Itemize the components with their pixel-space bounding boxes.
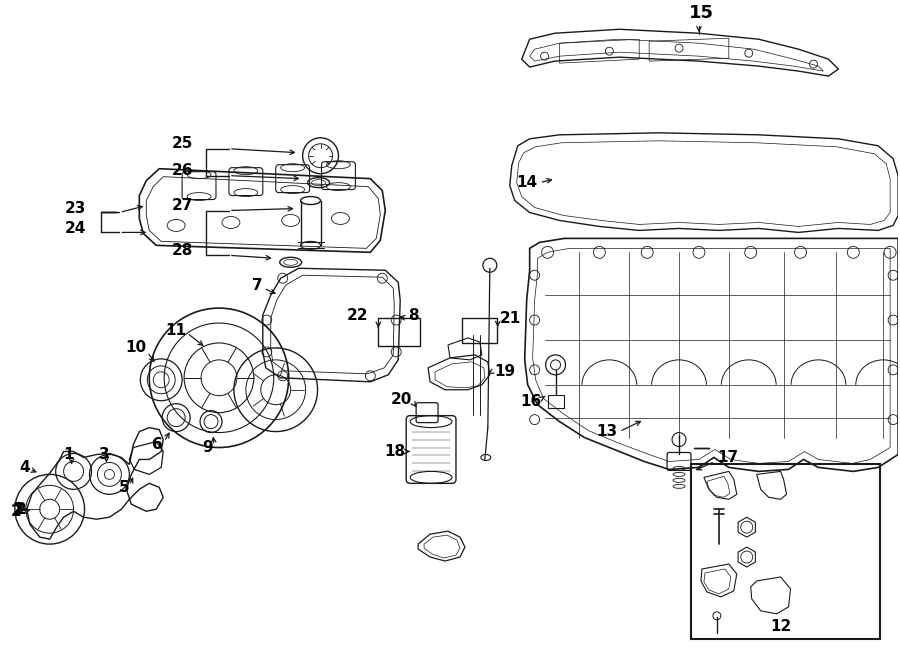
Text: 16: 16 [520,394,542,409]
Text: 19: 19 [494,364,515,379]
Text: 13: 13 [596,424,617,439]
Text: 4: 4 [19,460,30,475]
Text: 22: 22 [346,307,368,323]
Text: 20: 20 [391,392,412,407]
Text: 23: 23 [65,201,86,216]
Text: 15: 15 [689,5,714,22]
Text: 2: 2 [11,504,22,519]
Text: 2: 2 [13,502,23,517]
Text: 10: 10 [125,340,147,356]
Text: 28: 28 [172,243,194,258]
Text: 11: 11 [165,323,186,338]
Text: 7: 7 [252,278,263,293]
Text: 1: 1 [63,447,74,462]
Bar [691,465,880,639]
Text: 27: 27 [172,198,194,213]
Text: 17: 17 [717,450,738,465]
Text: 2: 2 [16,502,27,517]
Text: 5: 5 [119,480,130,495]
Text: 14: 14 [517,175,537,190]
Text: 3: 3 [99,447,110,462]
Text: 21: 21 [500,311,521,326]
Text: 26: 26 [172,163,194,178]
Text: 12: 12 [770,619,792,635]
Text: 24: 24 [65,221,86,236]
Text: 18: 18 [384,444,405,459]
Text: 25: 25 [172,136,194,151]
Text: 8: 8 [409,307,419,323]
Text: 6: 6 [152,437,163,452]
Text: 9: 9 [202,440,213,455]
